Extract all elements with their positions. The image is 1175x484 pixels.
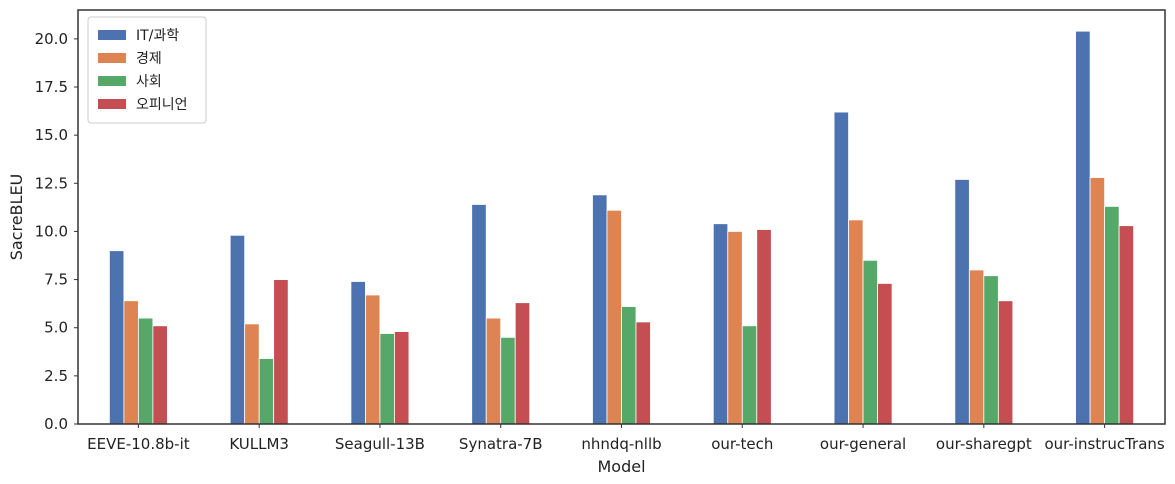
bar-Seagull-13B-사회 xyxy=(379,333,395,425)
x-tick-label: Synatra-7B xyxy=(459,435,543,453)
y-tick-label: 20.0 xyxy=(35,30,68,48)
x-tick-label: our-tech xyxy=(711,435,773,453)
bar-KULLM3-사회 xyxy=(258,358,275,425)
legend-label: 경제 xyxy=(136,51,162,67)
legend-swatch xyxy=(98,53,126,63)
bar-nhndq-nllb-경제 xyxy=(606,209,622,425)
bars-layer xyxy=(108,30,1135,425)
bar-nhndq-nllb-사회 xyxy=(621,306,637,425)
bar-EEVE-10.8b-it-오피니언 xyxy=(152,325,168,425)
bar-EEVE-10.8b-it-경제 xyxy=(123,300,139,425)
bar-Synatra-7B-IT/과학 xyxy=(471,204,487,425)
bar-KULLM3-IT/과학 xyxy=(229,234,246,425)
y-axis-title: SacreBLEU xyxy=(7,174,26,261)
legend-label: 사회 xyxy=(136,74,162,90)
bar-our-sharegpt-경제 xyxy=(968,269,985,425)
bar-our-tech-경제 xyxy=(727,231,743,425)
legend-label: 오피니언 xyxy=(136,97,188,113)
plot-frame xyxy=(77,9,1166,425)
axes-layer: EEVE-10.8b-it KULLM3 Seagull-13B Synatra-7B… xyxy=(35,9,1166,453)
bar-our-instrucTrans-사회 xyxy=(1104,206,1120,425)
x-tick-label: nhndq-nllb xyxy=(581,435,661,453)
bar-KULLM3-오피니언 xyxy=(273,279,289,425)
bar-our-sharegpt-사회 xyxy=(983,275,999,425)
bar-our-tech-오피니언 xyxy=(756,229,772,425)
legend-label: IT/과학 xyxy=(136,28,179,44)
bar-our-instrucTrans-오피니언 xyxy=(1118,225,1135,425)
bar-our-general-오피니언 xyxy=(877,283,893,425)
bar-our-tech-사회 xyxy=(741,325,758,425)
x-tick-label: our-instrucTrans xyxy=(1044,435,1164,453)
legend-box xyxy=(87,16,207,124)
y-tick-label: 0.0 xyxy=(44,415,68,433)
y-tick-label: 7.5 xyxy=(44,271,68,289)
bar-Synatra-7B-사회 xyxy=(500,336,516,425)
bar-our-tech-IT/과학 xyxy=(712,223,729,425)
bar-our-sharegpt-IT/과학 xyxy=(954,179,970,425)
bar-nhndq-nllb-IT/과학 xyxy=(592,194,608,425)
bar-our-general-IT/과학 xyxy=(833,111,849,425)
bar-our-instrucTrans-경제 xyxy=(1089,177,1106,425)
bar-Seagull-13B-IT/과학 xyxy=(350,281,366,425)
y-tick-label: 17.5 xyxy=(35,78,68,96)
y-tick-label: 15.0 xyxy=(35,126,68,144)
legend-swatch xyxy=(98,76,126,86)
legend-swatch xyxy=(98,30,126,40)
bar-Synatra-7B-오피니언 xyxy=(514,302,531,425)
bar-our-general-사회 xyxy=(862,259,878,425)
x-tick-label: Seagull-13B xyxy=(335,435,425,453)
x-axis-title: Model xyxy=(597,457,645,476)
y-tick-label: 5.0 xyxy=(44,319,68,337)
bar-our-instrucTrans-IT/과학 xyxy=(1075,30,1091,425)
x-tick-label: KULLM3 xyxy=(229,435,289,453)
legend-swatch xyxy=(98,99,126,109)
bar-KULLM3-경제 xyxy=(244,323,260,425)
bar-Seagull-13B-경제 xyxy=(365,294,381,425)
bar-Synatra-7B-경제 xyxy=(485,317,502,425)
y-tick-label: 10.0 xyxy=(35,222,68,240)
x-tick-label: our-sharegpt xyxy=(936,435,1032,453)
y-tick-label: 2.5 xyxy=(44,367,68,385)
bar-EEVE-10.8b-it-IT/과학 xyxy=(108,250,125,425)
x-tick-label: EEVE-10.8b-it xyxy=(87,435,190,453)
x-tick-label: our-general xyxy=(820,435,906,453)
bar-nhndq-nllb-오피니언 xyxy=(635,321,651,425)
bar-EEVE-10.8b-it-사회 xyxy=(137,317,154,425)
bar-our-sharegpt-오피니언 xyxy=(997,300,1014,425)
bar-our-general-경제 xyxy=(848,219,864,425)
bar-Seagull-13B-오피니언 xyxy=(394,331,410,425)
y-tick-label: 12.5 xyxy=(35,174,68,192)
